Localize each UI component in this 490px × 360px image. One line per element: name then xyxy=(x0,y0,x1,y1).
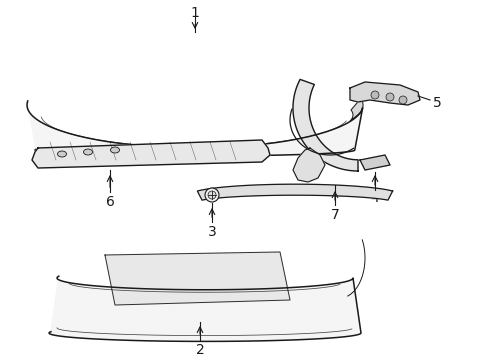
Polygon shape xyxy=(197,184,392,200)
Circle shape xyxy=(399,96,407,104)
Ellipse shape xyxy=(57,151,67,157)
Ellipse shape xyxy=(83,149,93,155)
Polygon shape xyxy=(293,148,325,182)
Circle shape xyxy=(205,188,219,202)
Polygon shape xyxy=(360,155,390,170)
Text: 3: 3 xyxy=(208,225,217,239)
Circle shape xyxy=(386,93,394,101)
Polygon shape xyxy=(49,276,361,341)
Text: 7: 7 xyxy=(331,208,340,222)
Circle shape xyxy=(371,91,379,99)
Polygon shape xyxy=(105,252,290,305)
Polygon shape xyxy=(350,98,363,121)
Circle shape xyxy=(208,191,216,199)
Polygon shape xyxy=(293,80,358,171)
Text: 5: 5 xyxy=(433,96,441,110)
Ellipse shape xyxy=(111,147,120,153)
Polygon shape xyxy=(350,82,420,105)
Text: 1: 1 xyxy=(191,6,199,20)
Polygon shape xyxy=(27,101,363,156)
Text: 4: 4 xyxy=(370,191,379,205)
Text: 6: 6 xyxy=(105,195,115,209)
Polygon shape xyxy=(32,140,270,168)
Text: 2: 2 xyxy=(196,343,204,357)
